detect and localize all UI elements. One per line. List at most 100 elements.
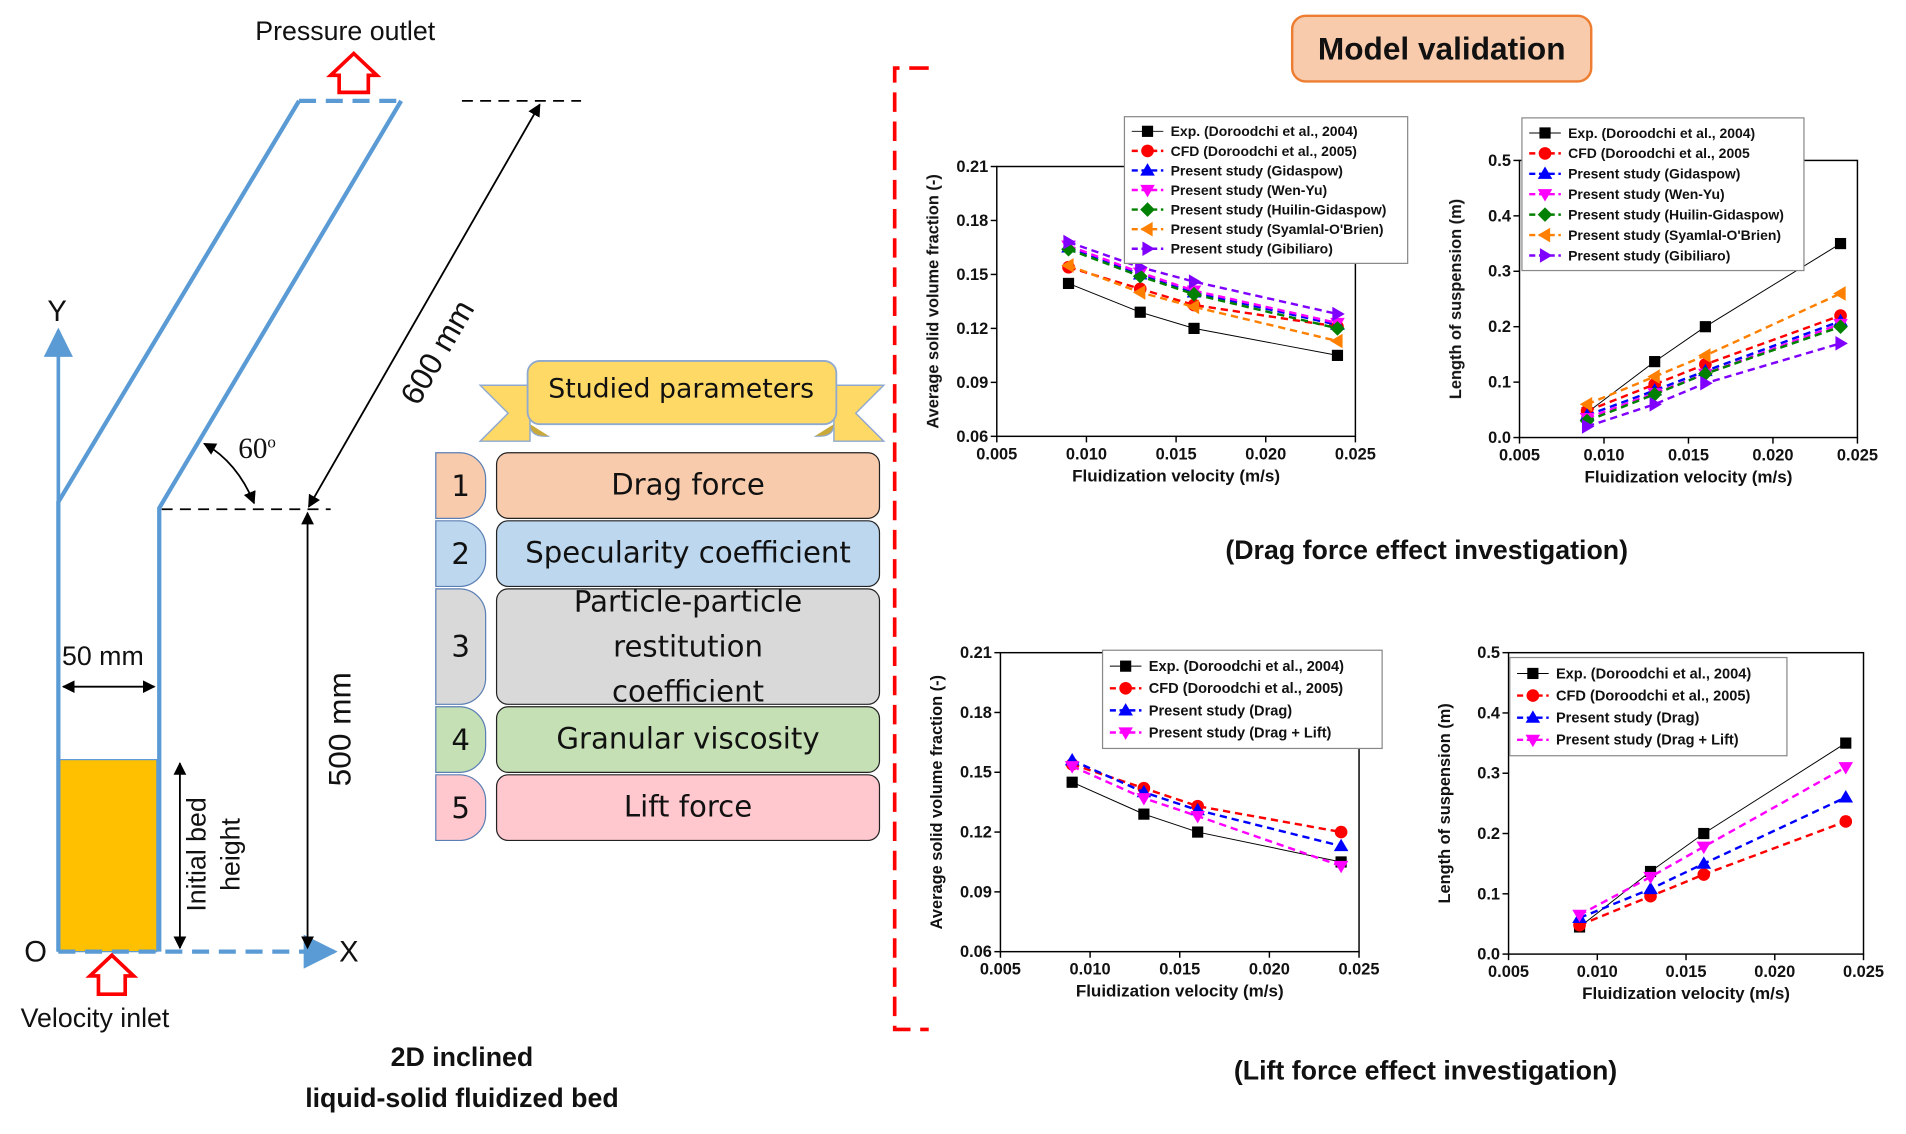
schematic-caption: 2D inclined liquid-solid fluidized bed: [292, 1037, 632, 1120]
series-line: [1586, 314, 1841, 413]
data-point: [1838, 790, 1854, 803]
data-point: [1834, 237, 1847, 250]
series-line: [1586, 292, 1842, 406]
data-point: [1330, 333, 1343, 349]
series-line: [1068, 240, 1338, 316]
x-axis-label: Fluidization velocity (m/s): [1585, 468, 1793, 487]
series-line: [1579, 820, 1847, 927]
angle-arc: [203, 442, 256, 505]
x-axis-label: Fluidization velocity (m/s): [1582, 984, 1790, 1003]
y-tick-label: 0.06: [960, 943, 992, 961]
series-line: [1586, 325, 1841, 423]
data-point: [1136, 793, 1152, 806]
legend-marker: [1140, 202, 1155, 217]
legend-marker: [1537, 166, 1553, 179]
x-axis-label: X: [339, 935, 359, 969]
series-line: [1586, 320, 1841, 417]
y-tick-label: 0.06: [956, 428, 988, 446]
y-axis-label: Length of suspension (m): [1447, 199, 1465, 399]
x-axis-label: Fluidization velocity (m/s): [1072, 466, 1280, 485]
x-tick-label: 0.025: [1843, 963, 1884, 981]
data-point: [1064, 761, 1080, 774]
y-tick-label: 0.21: [956, 158, 988, 176]
legend-marker: [1141, 125, 1154, 137]
y-tick-label: 0.4: [1488, 207, 1512, 225]
series-line: [1579, 742, 1847, 928]
data-point: [1138, 808, 1150, 820]
legend-box: [1123, 116, 1409, 264]
legend-marker: [1537, 227, 1551, 243]
parameter-number-4: 4: [435, 706, 487, 773]
x-tick-label: 0.020: [1245, 445, 1286, 463]
x-tick-label: 0.025: [1339, 961, 1380, 979]
y-tick-label: 0.4: [1477, 704, 1501, 722]
data-point: [1572, 909, 1587, 923]
velocity-inlet-label: Velocity inlet: [20, 1002, 170, 1034]
legend-label: Present study (Drag): [1149, 703, 1293, 719]
legend-marker: [1539, 248, 1553, 263]
legend-marker: [1142, 241, 1155, 257]
y-tick-label: 0.2: [1477, 825, 1500, 843]
legend-label: CFD (Doroodchi et al., 2005): [1149, 681, 1344, 697]
parameter-number-1: 1: [435, 452, 487, 519]
data-point: [1192, 826, 1204, 838]
y-axis-label: Y: [47, 295, 67, 329]
data-point: [1330, 321, 1345, 336]
validation-bracket: [892, 66, 929, 1032]
legend-label: Present study (Wen-Yu): [1171, 182, 1328, 198]
drag-caption: (Drag force effect investigation): [1225, 534, 1629, 566]
data-point: [1649, 396, 1662, 412]
y-tick-label: 0.15: [956, 266, 988, 284]
initial-bed-region: [57, 759, 158, 953]
data-point: [1062, 277, 1075, 290]
x-tick-label: 0.010: [1583, 447, 1624, 465]
data-point: [1579, 396, 1593, 412]
caption-line2: liquid-solid fluidized bed: [305, 1082, 619, 1114]
data-point: [1332, 306, 1345, 322]
data-point: [1190, 811, 1205, 824]
series-line: [1579, 796, 1847, 920]
y-tick-label: 0.0: [1477, 946, 1500, 964]
width-label: 50 mm: [61, 640, 144, 671]
velocity-inlet-arrow-icon: [85, 952, 139, 997]
legend-label: Present study (Drag + Lift): [1556, 733, 1739, 749]
legend-label: Exp. (Doroodchi et al., 2004): [1556, 666, 1751, 682]
y-tick-label: 0.18: [960, 704, 992, 722]
y-axis-label: Average solid volume fraction (-): [924, 174, 942, 428]
x-tick-label: 0.020: [1752, 447, 1793, 465]
series-line: [1068, 264, 1338, 343]
x-tick-label: 0.020: [1754, 963, 1795, 981]
lift-caption: (Lift force effect investigation): [1233, 1054, 1618, 1086]
data-point: [1696, 856, 1712, 869]
x-tick-label: 0.015: [1156, 445, 1197, 463]
parameter-box-5: Lift force: [495, 774, 881, 842]
series-line: [1068, 246, 1338, 326]
x-tick-label: 0.010: [1070, 961, 1111, 979]
legend-marker: [1537, 207, 1553, 222]
y-tick-label: 0.21: [960, 644, 992, 662]
x-tick-label: 0.005: [980, 961, 1021, 979]
y-tick-label: 0.5: [1477, 644, 1500, 662]
legend-marker: [1141, 144, 1154, 158]
legend-label: Present study (Syamlal-O'Brien): [1171, 221, 1384, 237]
legend-label: Exp. (Doroodchi et al., 2004): [1568, 125, 1755, 141]
legend-marker: [1538, 147, 1552, 160]
data-point: [1649, 356, 1661, 368]
y-tick-label: 0.12: [960, 824, 992, 842]
series-line: [1586, 243, 1841, 413]
legend-marker: [1118, 703, 1133, 716]
y-tick-label: 0.3: [1488, 263, 1511, 281]
data-point: [1833, 286, 1846, 301]
legend-label: Present study (Gibiliaro): [1171, 241, 1333, 257]
data-point: [1700, 375, 1713, 391]
legend-label: Present study (Drag + Lift): [1149, 725, 1332, 741]
legend-marker: [1119, 681, 1132, 695]
parameter-box-1: Drag force: [495, 452, 881, 519]
data-point: [1835, 336, 1848, 351]
data-point: [1333, 838, 1349, 852]
data-point: [1334, 825, 1348, 839]
x-tick-label: 0.010: [1066, 445, 1107, 463]
